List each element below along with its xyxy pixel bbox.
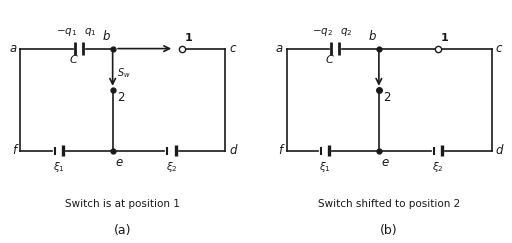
Text: f: f bbox=[279, 144, 283, 157]
Text: 2: 2 bbox=[117, 91, 124, 104]
Text: $\xi_1$: $\xi_1$ bbox=[53, 160, 65, 174]
Text: e: e bbox=[115, 156, 122, 169]
Text: (b): (b) bbox=[380, 224, 398, 237]
Text: $\xi_2$: $\xi_2$ bbox=[432, 160, 443, 174]
Text: Switch is at position 1: Switch is at position 1 bbox=[66, 199, 180, 209]
Text: C: C bbox=[325, 55, 333, 65]
Text: 2: 2 bbox=[383, 91, 391, 104]
Text: C: C bbox=[69, 55, 77, 65]
Text: $\xi_1$: $\xi_1$ bbox=[319, 160, 331, 174]
Text: e: e bbox=[381, 156, 389, 169]
Text: c: c bbox=[496, 42, 502, 55]
Text: $-q_2$: $-q_2$ bbox=[312, 26, 333, 38]
Text: $S_w$: $S_w$ bbox=[117, 66, 131, 80]
Text: f: f bbox=[12, 144, 16, 157]
Text: $-q_1$: $-q_1$ bbox=[56, 26, 77, 38]
Text: $q_2$: $q_2$ bbox=[340, 26, 353, 38]
Text: b: b bbox=[369, 30, 376, 43]
Text: a: a bbox=[9, 42, 16, 55]
Text: d: d bbox=[229, 144, 237, 157]
Text: (a): (a) bbox=[114, 224, 132, 237]
Text: 1: 1 bbox=[184, 33, 192, 43]
Text: d: d bbox=[496, 144, 503, 157]
Text: 1: 1 bbox=[440, 33, 448, 43]
Text: Switch shifted to position 2: Switch shifted to position 2 bbox=[318, 199, 460, 209]
Text: b: b bbox=[102, 30, 110, 43]
Text: $q_1$: $q_1$ bbox=[84, 26, 97, 38]
Text: a: a bbox=[275, 42, 283, 55]
Text: c: c bbox=[229, 42, 236, 55]
Text: $\xi_2$: $\xi_2$ bbox=[166, 160, 177, 174]
